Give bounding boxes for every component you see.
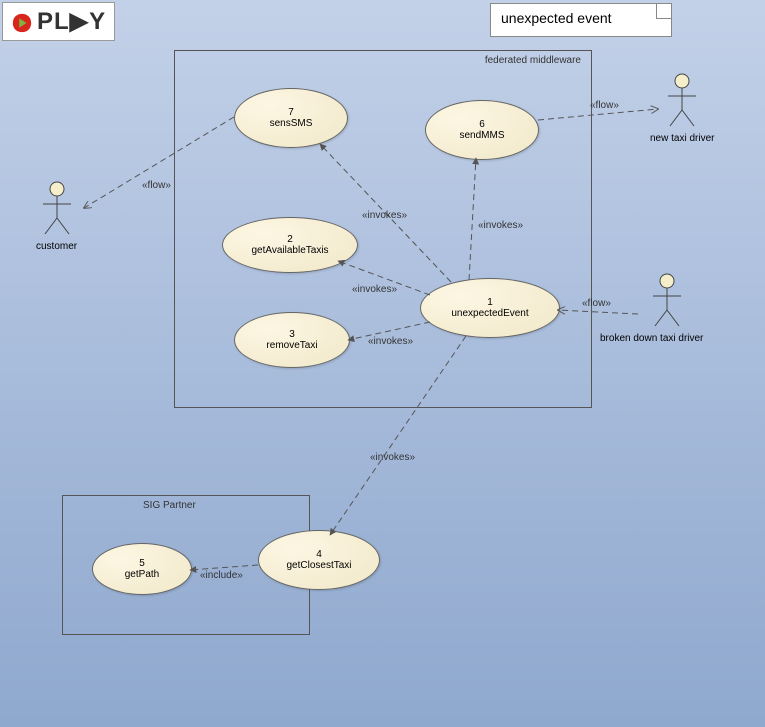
usecase-num: 7 (288, 107, 294, 118)
edge-label: «invokes» (370, 452, 415, 463)
actor-label: new taxi driver (650, 133, 714, 144)
usecase-label: sensSMS (270, 118, 313, 129)
play-logo-icon (11, 12, 33, 34)
edge-label: «invokes» (352, 284, 397, 295)
edge-label: «invokes» (362, 210, 407, 221)
system-sig-label: SIG Partner (143, 500, 196, 511)
actor-newdriver: new taxi driver (650, 72, 714, 144)
usecase-label: getClosestTaxi (286, 560, 351, 571)
edge-label: «flow» (582, 298, 611, 309)
usecase-label: unexpectedEvent (451, 308, 528, 319)
edge-label: «invokes» (478, 220, 523, 231)
edge-label: «invokes» (368, 336, 413, 347)
usecase-getClosestTaxi: 4 getClosestTaxi (258, 530, 380, 590)
stick-figure-icon (37, 180, 77, 238)
usecase-removeTaxi: 3 removeTaxi (234, 312, 350, 368)
usecase-num: 3 (289, 329, 295, 340)
usecase-sendMMS: 6 sendMMS (425, 100, 539, 160)
actor-label: broken down taxi driver (600, 333, 703, 344)
usecase-label: getAvailableTaxis (251, 245, 328, 256)
edge-label: «flow» (142, 180, 171, 191)
actor-customer: customer (36, 180, 77, 252)
brand-logo: PL▶Y (2, 2, 115, 41)
stick-figure-icon (662, 72, 702, 130)
usecase-label: getPath (125, 569, 159, 580)
usecase-unexpectedEvent: 1 unexpectedEvent (420, 278, 560, 338)
usecase-num: 5 (139, 558, 145, 569)
usecase-sensSMS: 7 sensSMS (234, 88, 348, 148)
actor-brokendriver: broken down taxi driver (630, 272, 703, 344)
edge-label: «include» (200, 570, 243, 581)
actor-label: customer (36, 241, 77, 252)
usecase-num: 1 (487, 297, 493, 308)
title-note-text: unexpected event (501, 10, 612, 26)
usecase-getPath: 5 getPath (92, 543, 192, 595)
usecase-num: 2 (287, 234, 293, 245)
usecase-label: sendMMS (459, 130, 504, 141)
usecase-getAvailableTaxis: 2 getAvailableTaxis (222, 217, 358, 273)
logo-text: PL▶Y (37, 8, 106, 35)
usecase-num: 4 (316, 549, 322, 560)
usecase-label: removeTaxi (266, 340, 317, 351)
usecase-num: 6 (479, 119, 485, 130)
note-fold (656, 4, 671, 19)
system-federated-label: federated middleware (485, 55, 581, 66)
edge-label: «flow» (590, 100, 619, 111)
title-note: unexpected event (490, 3, 672, 37)
stick-figure-icon (647, 272, 687, 330)
